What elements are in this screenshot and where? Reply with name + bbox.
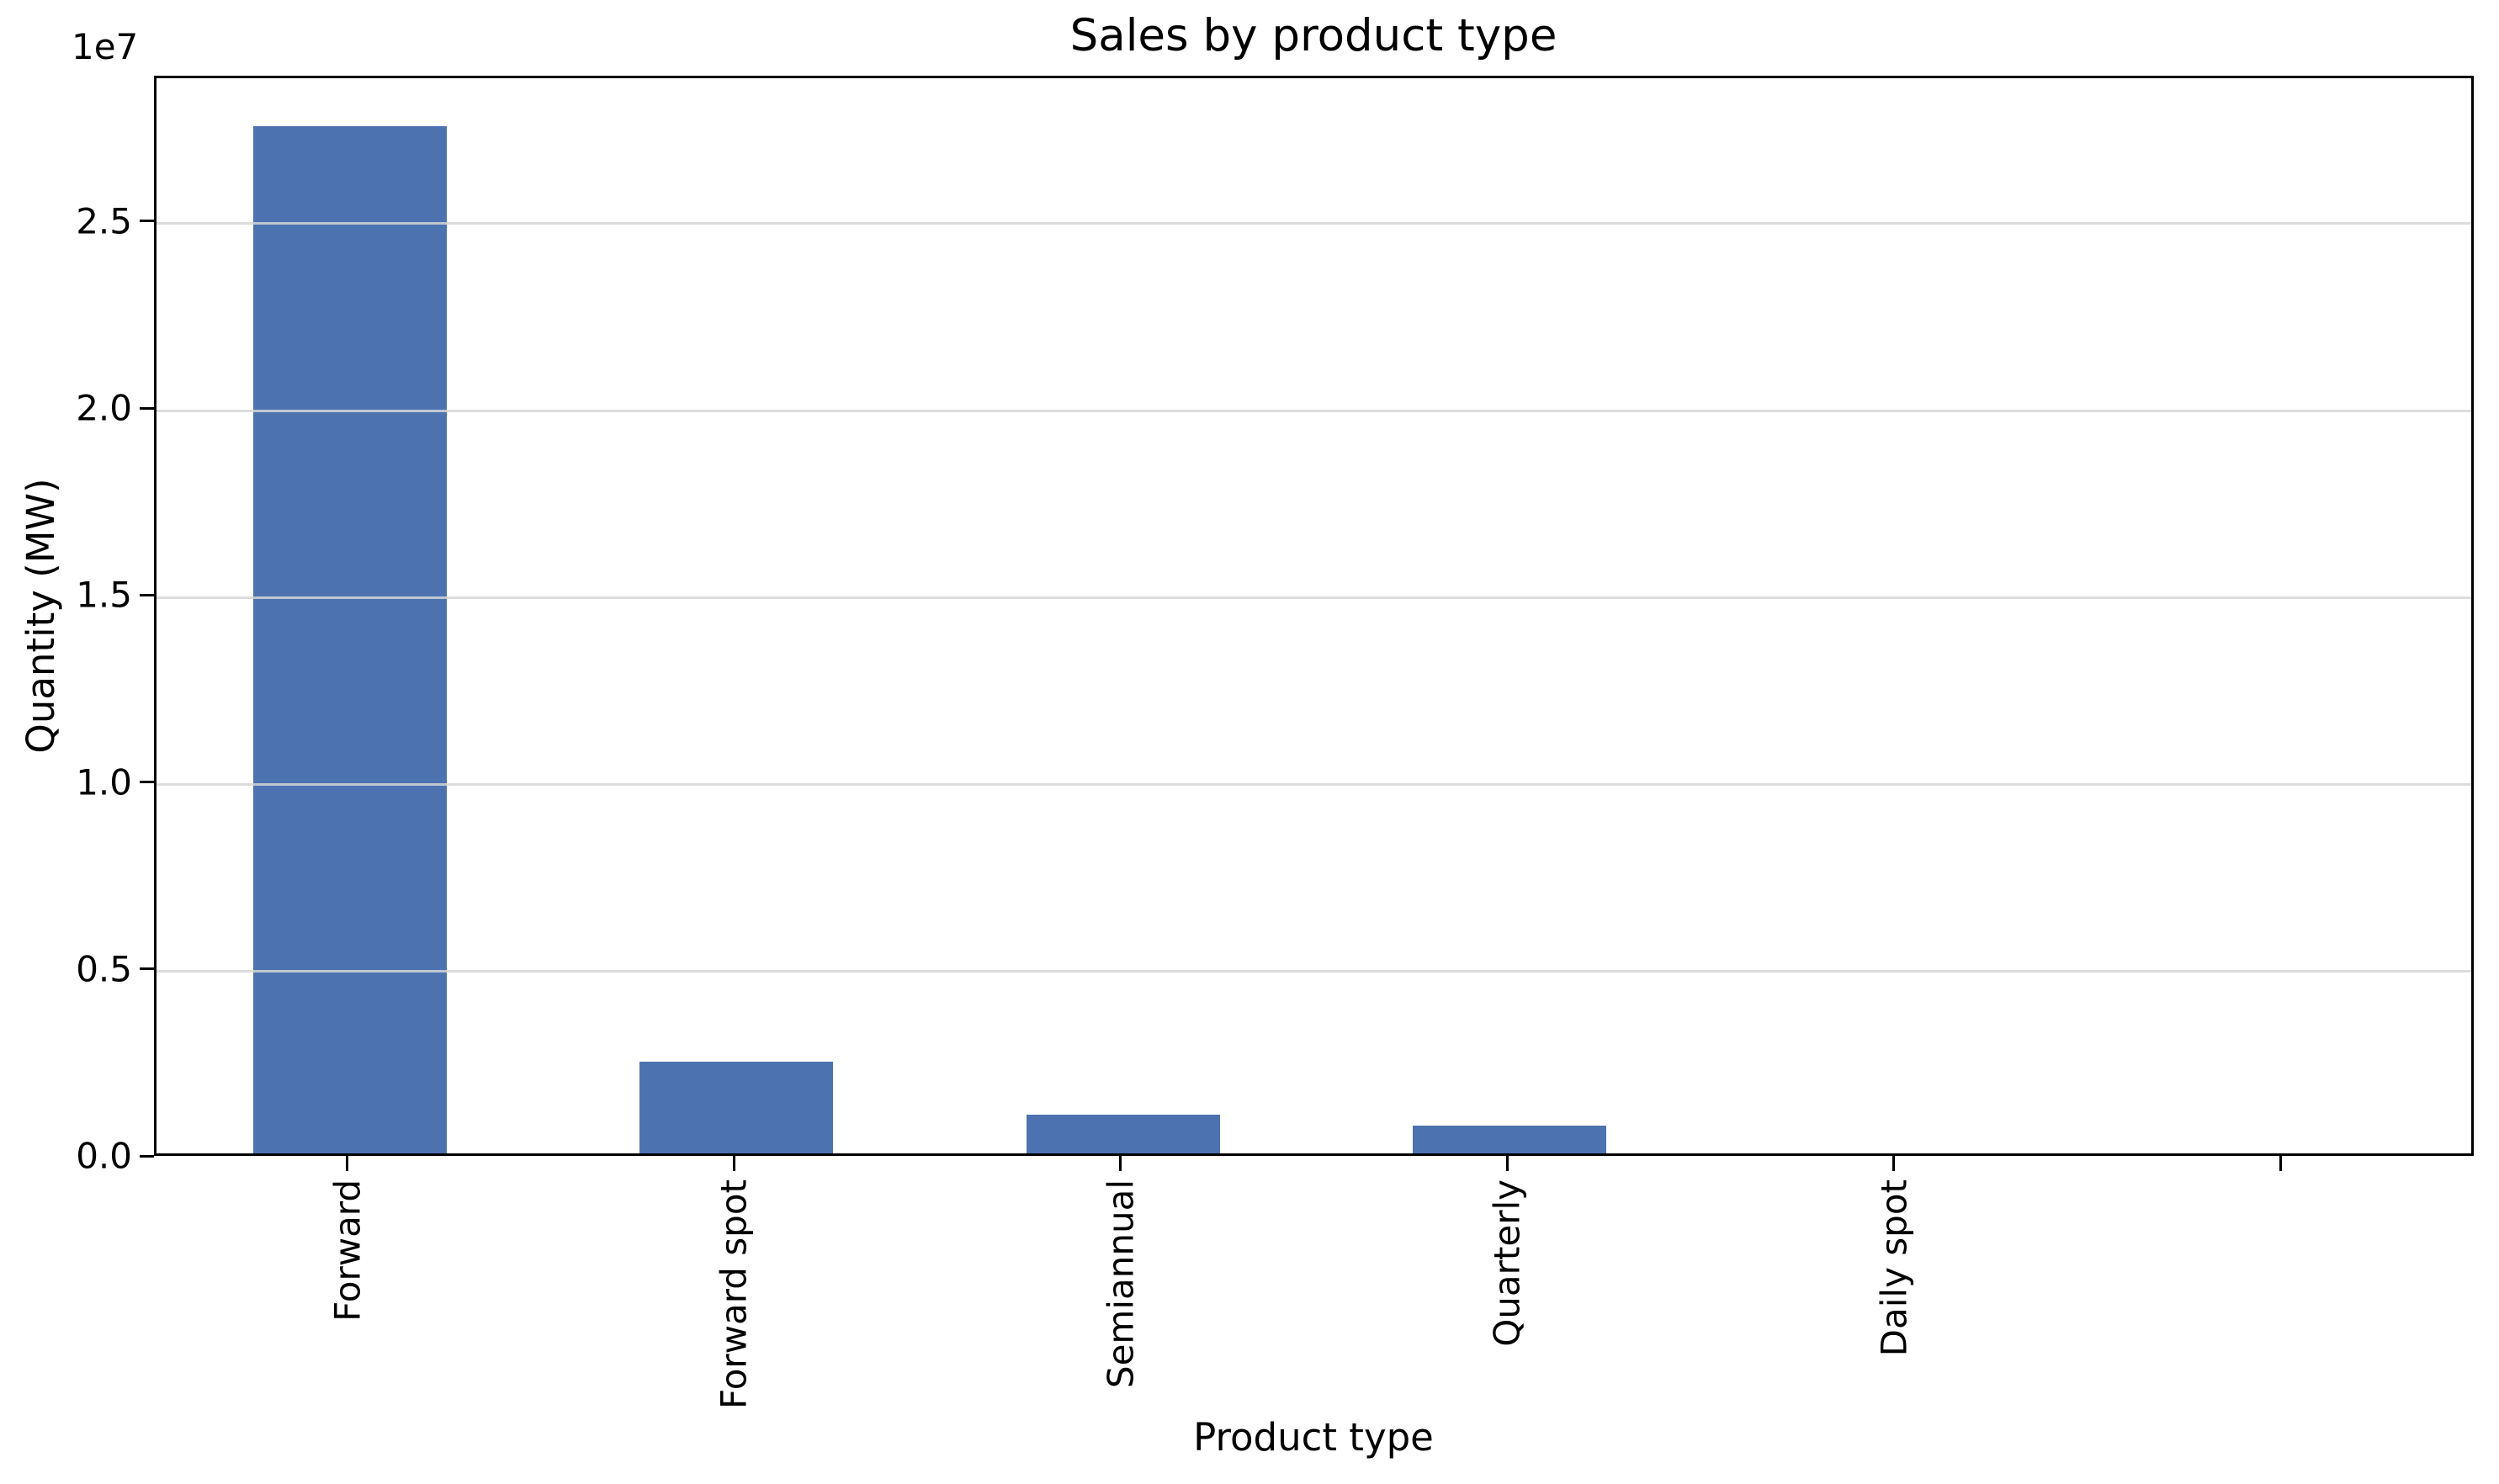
- x-tick-mark-blank: [2279, 1156, 2282, 1171]
- y-tick-mark-2.5: [140, 220, 154, 223]
- bar-quarterly: [1413, 1126, 1607, 1153]
- x-tick-mark-forward: [346, 1156, 349, 1171]
- x-tick-mark-forward-spot: [732, 1156, 735, 1171]
- gridline-y-0.5: [157, 970, 2471, 973]
- gridline-y-2.0: [157, 409, 2471, 412]
- y-axis-label: Quantity (MW): [19, 478, 63, 754]
- y-tick-mark-0.5: [140, 967, 154, 971]
- gridline-y-2.5: [157, 222, 2471, 225]
- x-tick-label-quarterly: Quarterly: [1486, 1179, 1528, 1347]
- y-tick-mark-1.5: [140, 593, 154, 596]
- y-tick-label-2.0: 2.0: [76, 387, 132, 429]
- x-tick-mark-quarterly: [1505, 1156, 1509, 1171]
- bar-forward: [252, 125, 447, 1153]
- x-axis-label: Product type: [1193, 1415, 1434, 1460]
- x-tick-label-forward-spot: Forward spot: [713, 1179, 755, 1409]
- x-tick-mark-semiannual: [1119, 1156, 1122, 1171]
- y-tick-label-1.0: 1.0: [76, 761, 132, 803]
- y-tick-mark-0.0: [140, 1154, 154, 1158]
- y-axis-offset-text: 1e7: [72, 26, 139, 67]
- x-tick-label-semiannual: Semiannual: [1100, 1179, 1142, 1389]
- y-tick-label-2.5: 2.5: [76, 200, 132, 242]
- bar-forward-spot: [639, 1062, 834, 1153]
- gridline-y-1.0: [157, 783, 2471, 787]
- x-tick-mark-daily-spot: [1892, 1156, 1896, 1171]
- x-tick-label-forward: Forward: [326, 1179, 369, 1322]
- chart-title: Sales by product type: [1069, 10, 1557, 61]
- y-tick-label-0.5: 0.5: [76, 948, 132, 990]
- plot-area: [154, 76, 2474, 1156]
- y-tick-mark-2.0: [140, 406, 154, 410]
- y-tick-mark-1.0: [140, 781, 154, 784]
- y-tick-label-1.5: 1.5: [76, 574, 132, 616]
- x-tick-label-daily-spot: Daily spot: [1873, 1179, 1915, 1357]
- gridline-y-1.5: [157, 596, 2471, 599]
- y-tick-label-0.0: 0.0: [76, 1135, 132, 1177]
- bar-semiannual: [1026, 1114, 1220, 1153]
